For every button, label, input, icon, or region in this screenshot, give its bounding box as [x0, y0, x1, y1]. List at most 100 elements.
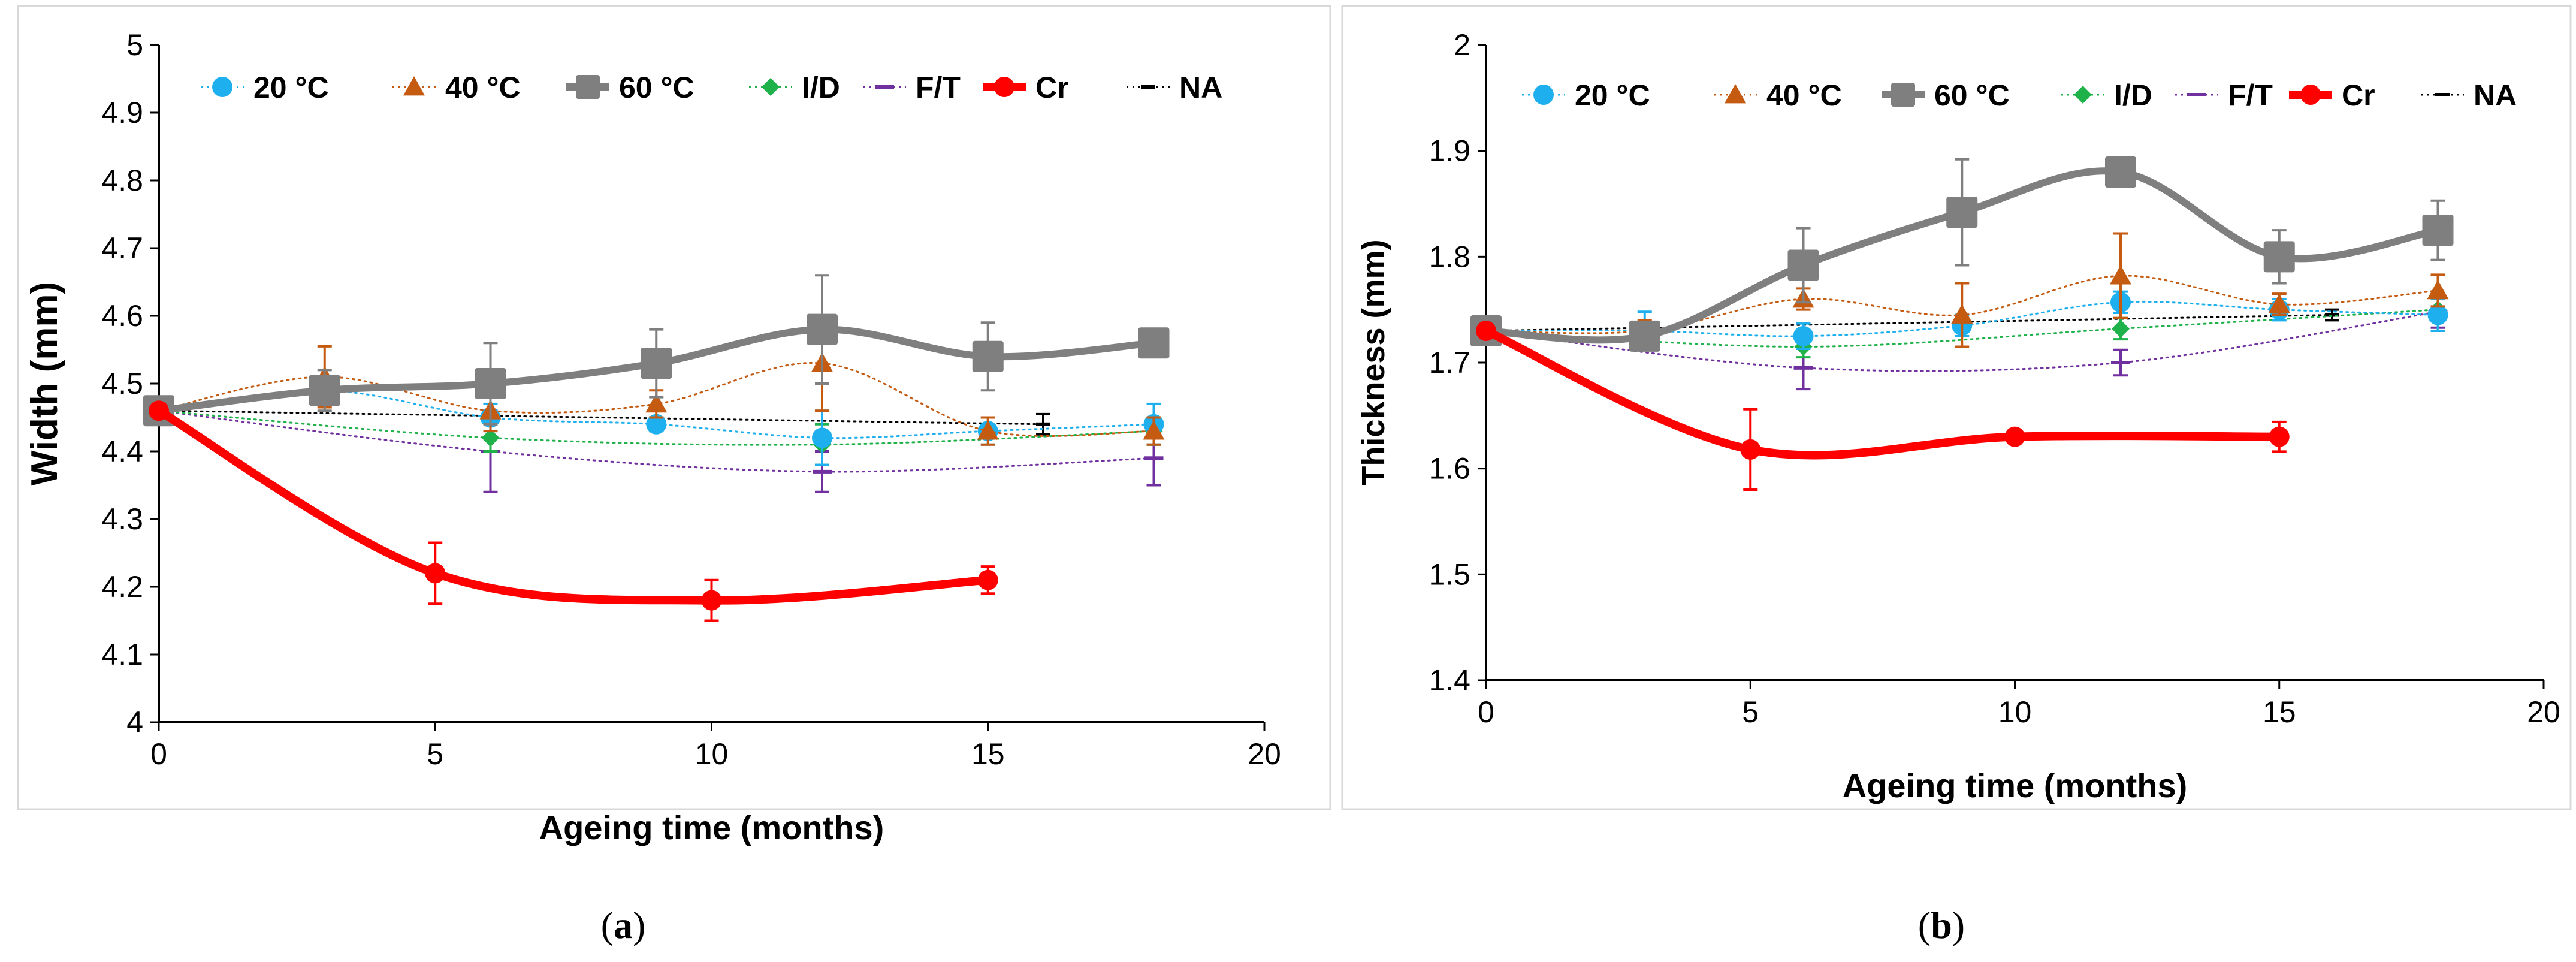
data-point-60-c: [309, 375, 340, 406]
y-tick-label: 4.9: [101, 96, 143, 129]
data-point-na: [1036, 422, 1050, 426]
legend-marker: [2074, 86, 2092, 104]
data-point-f-t: [813, 469, 832, 474]
y-tick-label: 5: [126, 28, 143, 62]
y-tick-label: 2: [1454, 28, 1470, 62]
legend-marker: [1533, 85, 1554, 105]
legend-label: Cr: [1035, 71, 1069, 104]
legend-label: 20 °C: [1575, 79, 1650, 112]
y-tick-label: 4.6: [101, 299, 143, 333]
data-point-60-c: [1946, 197, 1978, 228]
data-point-20-c: [2427, 304, 2448, 325]
legend-item-60-c: 60 °C: [566, 71, 694, 104]
y-tick-label: 4.5: [101, 367, 143, 400]
legend-label: 60 °C: [1934, 79, 2010, 112]
data-point-cr: [1476, 321, 1496, 341]
data-point-cr: [2269, 426, 2290, 447]
x-tick-label: 0: [1478, 695, 1494, 729]
legend-label: 40 °C: [445, 71, 521, 104]
data-point-60-c: [2422, 215, 2454, 246]
y-axis-label: Width (mm): [24, 282, 65, 485]
y-tick-label: 1.4: [1429, 664, 1470, 697]
x-tick-label: 20: [1248, 737, 1281, 771]
data-point-40-c: [2268, 293, 2290, 313]
data-point-cr: [149, 400, 169, 421]
y-tick-label: 1.8: [1429, 240, 1470, 273]
legend-label: 40 °C: [1766, 79, 1842, 112]
y-tick-label: 4.7: [101, 231, 143, 265]
legend-item-40-c: 40 °C: [1714, 79, 1842, 112]
legend-item-i-d: I/D: [749, 71, 840, 104]
x-axis-label: Ageing time (months): [1843, 767, 2188, 804]
data-point-40-c: [1143, 420, 1165, 440]
legend-item-cr: Cr: [983, 71, 1069, 104]
y-tick-label: 4.4: [101, 435, 143, 468]
data-point-60-c: [1138, 327, 1170, 359]
legend-marker: [994, 77, 1014, 97]
data-point-40-c: [977, 420, 999, 440]
series-line-na: [158, 409, 1044, 426]
data-point-f-t: [1793, 366, 1813, 370]
legend-marker: [875, 85, 894, 89]
series-line-i-d: [158, 409, 1155, 446]
legend-marker: [212, 77, 232, 97]
data-point-40-c: [1951, 304, 1973, 324]
panel-a: 4 4.1 4.2 4.3 4.4 4.5 4.6 4.7 4.8 4.9 5 0 5 10 15 20 Age…: [17, 5, 1331, 946]
legend-marker: [1725, 84, 1746, 104]
panel-caption-letter: a: [614, 904, 633, 946]
legend-marker: [762, 78, 780, 96]
data-point-20-c: [812, 427, 832, 448]
legend-marker: [2435, 93, 2450, 96]
data-point-60-c: [475, 368, 506, 399]
legend-marker: [1141, 85, 1155, 89]
data-point-60-c: [2105, 156, 2136, 188]
y-tick-label: 4.2: [101, 570, 143, 604]
legend-item-cr: Cr: [2289, 79, 2375, 112]
data-point-i-d: [2112, 319, 2130, 338]
legend-label: I/D: [2114, 79, 2152, 112]
y-tick-label: 4.8: [101, 164, 143, 197]
data-point-i-d: [481, 429, 500, 447]
x-tick-label: 10: [695, 737, 729, 771]
data-point-60-c: [1787, 249, 1819, 281]
legend-item-20-c: 20 °C: [201, 71, 329, 104]
data-point-40-c: [2110, 265, 2131, 285]
x-tick-label: 20: [2527, 695, 2560, 729]
data-point-40-c: [645, 393, 668, 413]
series-line-na: [1485, 314, 2333, 332]
y-tick-label: 1.7: [1429, 346, 1470, 379]
data-point-na: [2325, 313, 2339, 317]
series-cr: [149, 400, 998, 622]
panel-caption: (a): [601, 904, 646, 946]
data-point-cr: [2004, 426, 2025, 447]
legend-marker: [403, 76, 425, 96]
x-tick-label: 10: [1998, 695, 2032, 729]
legend-label: F/T: [916, 71, 961, 104]
series-line-cr: [155, 406, 992, 605]
data-point-cr: [977, 569, 998, 590]
y-tick-label: 4.3: [101, 502, 143, 536]
data-point-20-c: [646, 414, 667, 435]
legend-item-40-c: 40 °C: [392, 71, 521, 104]
series-line-f-t: [1485, 310, 2439, 372]
data-point-60-c: [641, 348, 672, 379]
legend-label: F/T: [2228, 79, 2273, 112]
y-tick-label: 4.1: [101, 638, 143, 671]
series-line-f-t: [158, 409, 1155, 473]
data-point-60-c: [2263, 241, 2295, 273]
data-point-cr: [425, 563, 446, 584]
data-point-f-t: [2111, 361, 2130, 364]
data-point-20-c: [1793, 325, 1814, 346]
data-point-f-t: [1144, 456, 1164, 460]
x-tick-label: 15: [2263, 695, 2296, 729]
x-tick-label: 5: [427, 737, 443, 771]
legend-label: I/D: [802, 71, 840, 104]
legend-label: Cr: [2342, 79, 2375, 112]
data-point-cr: [1740, 439, 1761, 460]
legend-label: NA: [1179, 71, 1222, 104]
panel-caption-letter: b: [1931, 904, 1952, 946]
legend-label: 20 °C: [253, 71, 329, 104]
legend-item-f-t: F/T: [863, 71, 961, 104]
